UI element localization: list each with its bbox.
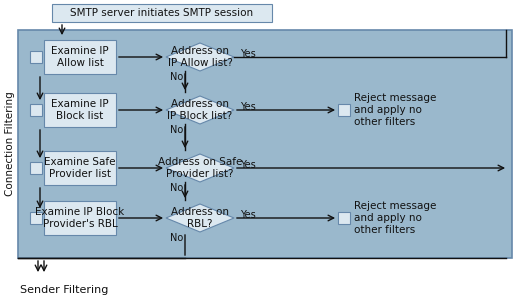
Text: Connection Filtering: Connection Filtering bbox=[5, 91, 15, 196]
Text: Yes: Yes bbox=[240, 102, 256, 112]
Text: SMTP server initiates SMTP session: SMTP server initiates SMTP session bbox=[71, 8, 253, 18]
Text: Sender Filtering: Sender Filtering bbox=[20, 285, 108, 295]
Polygon shape bbox=[166, 204, 234, 232]
FancyBboxPatch shape bbox=[338, 212, 350, 224]
FancyBboxPatch shape bbox=[18, 30, 512, 258]
FancyBboxPatch shape bbox=[52, 4, 272, 22]
FancyBboxPatch shape bbox=[44, 40, 116, 74]
Text: Address on
IP Block list?: Address on IP Block list? bbox=[167, 99, 233, 121]
Text: Yes: Yes bbox=[240, 210, 256, 220]
Text: Address on
IP Allow list?: Address on IP Allow list? bbox=[168, 46, 232, 68]
Text: Reject message
and apply no
other filters: Reject message and apply no other filter… bbox=[354, 201, 437, 235]
Text: Examine IP Block
Provider's RBL: Examine IP Block Provider's RBL bbox=[36, 207, 125, 229]
Text: No: No bbox=[170, 72, 183, 82]
FancyBboxPatch shape bbox=[30, 104, 42, 116]
Text: Yes: Yes bbox=[240, 49, 256, 59]
Polygon shape bbox=[166, 154, 234, 182]
Text: Reject message
and apply no
other filters: Reject message and apply no other filter… bbox=[354, 93, 437, 127]
Text: Examine Safe
Provider list: Examine Safe Provider list bbox=[44, 157, 116, 179]
Text: No: No bbox=[170, 125, 183, 135]
FancyBboxPatch shape bbox=[44, 151, 116, 185]
FancyBboxPatch shape bbox=[30, 162, 42, 174]
Text: No: No bbox=[170, 233, 183, 243]
FancyBboxPatch shape bbox=[30, 51, 42, 63]
Text: No: No bbox=[170, 183, 183, 193]
Text: Yes: Yes bbox=[240, 160, 256, 170]
Polygon shape bbox=[166, 96, 234, 124]
FancyBboxPatch shape bbox=[44, 93, 116, 127]
Text: Address on Safe
Provider list?: Address on Safe Provider list? bbox=[158, 157, 242, 179]
FancyBboxPatch shape bbox=[30, 212, 42, 224]
Text: Examine IP
Block list: Examine IP Block list bbox=[51, 99, 109, 121]
FancyBboxPatch shape bbox=[338, 104, 350, 116]
Text: Address on
RBL?: Address on RBL? bbox=[171, 207, 229, 229]
Polygon shape bbox=[166, 43, 234, 71]
Text: Examine IP
Allow list: Examine IP Allow list bbox=[51, 46, 109, 68]
FancyBboxPatch shape bbox=[44, 201, 116, 235]
